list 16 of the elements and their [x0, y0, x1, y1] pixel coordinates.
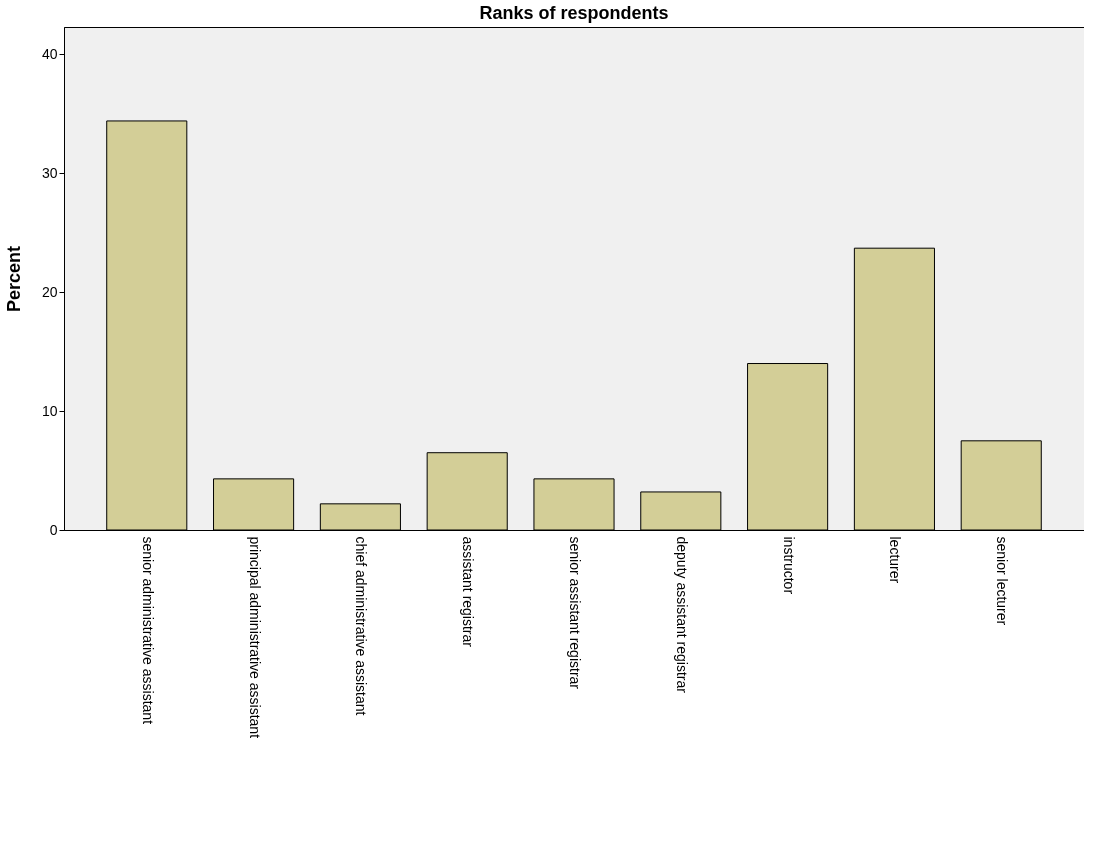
- x-tick-label: principal administrative assistant: [246, 536, 263, 739]
- x-tick-label: senior administrative assistant: [139, 536, 156, 725]
- x-tick-label: assistant registrar: [460, 536, 477, 648]
- x-tick-label: chief administrative assistant: [353, 536, 370, 716]
- y-axis-title: Percent: [3, 245, 24, 313]
- x-tick-label: senior assistant registrar: [567, 536, 583, 690]
- y-tick-label: 40: [41, 45, 58, 62]
- y-tick-label: 30: [41, 164, 58, 181]
- y-tick-label: 0: [49, 521, 58, 538]
- x-tick-label: senior lecturer: [994, 536, 1011, 626]
- x-tick-label: lecturer: [887, 536, 904, 584]
- chart-title: Ranks of respondents: [479, 3, 669, 23]
- x-tick-label: instructor: [780, 536, 797, 595]
- y-tick-label: 10: [41, 402, 58, 419]
- x-tick-label: deputy assistant registrar: [673, 536, 690, 694]
- y-tick-label: 20: [41, 283, 58, 300]
